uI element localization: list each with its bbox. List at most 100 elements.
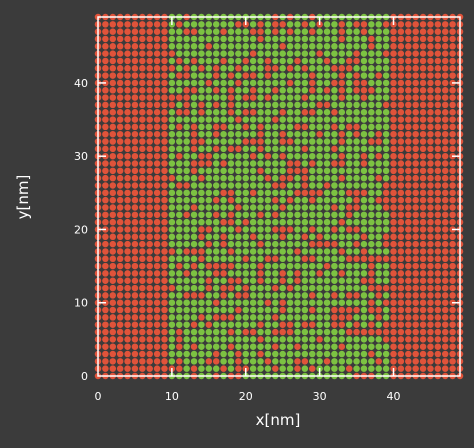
data-point-red (146, 328, 153, 336)
data-point-green (183, 321, 190, 328)
data-point-green (345, 138, 353, 145)
data-point-green (323, 292, 331, 299)
data-point-red (153, 79, 161, 87)
data-point-green (198, 189, 205, 197)
x-tick-label: 40 (387, 390, 401, 403)
data-point-red (146, 28, 153, 35)
data-point-red (382, 196, 390, 204)
data-point-green (316, 350, 323, 358)
data-point-red (146, 189, 153, 197)
data-point-green (316, 182, 323, 189)
data-point-green (338, 123, 346, 131)
data-point-red (390, 101, 397, 109)
data-point-green (375, 321, 382, 328)
data-point-green (242, 248, 250, 255)
data-point-red (375, 130, 382, 138)
data-point-green (323, 123, 331, 131)
data-point-red (109, 321, 117, 328)
data-point-red (449, 336, 456, 343)
data-point-red (419, 270, 427, 277)
data-point-red (434, 87, 442, 94)
data-point-red (360, 255, 368, 263)
data-point-green (249, 174, 257, 182)
data-point-green (279, 189, 286, 197)
data-point-green (183, 123, 190, 131)
data-point-green (176, 189, 183, 197)
data-point-red (116, 145, 124, 153)
data-point-red (116, 218, 124, 226)
data-point-red (294, 123, 301, 131)
data-point-green (338, 50, 346, 57)
data-point-red (109, 211, 117, 219)
data-point-red (161, 94, 168, 101)
data-point-red (153, 94, 161, 101)
data-point-green (212, 138, 220, 145)
data-point-green (183, 43, 190, 50)
data-point-green (375, 94, 382, 101)
data-point-red (235, 358, 242, 365)
data-point-red (161, 365, 168, 372)
data-point-green (205, 50, 213, 57)
data-point-green (272, 336, 279, 343)
data-point-red (441, 72, 449, 79)
data-point-red (161, 321, 168, 328)
data-point-red (427, 314, 434, 321)
data-point-green (242, 343, 250, 350)
data-point-green (286, 35, 294, 43)
data-point-red (368, 43, 375, 50)
data-point-red (131, 72, 139, 79)
data-point-green (176, 196, 183, 204)
data-point-red (331, 321, 338, 328)
data-point-green (257, 50, 264, 57)
data-point-green (308, 138, 316, 145)
data-point-green (205, 57, 213, 65)
data-point-red (441, 365, 449, 372)
data-point-green (212, 189, 220, 197)
data-point-green (235, 57, 242, 65)
data-point-green (257, 299, 264, 306)
data-point-red (161, 189, 168, 197)
data-point-green (323, 72, 331, 79)
data-point-red (116, 292, 124, 299)
data-point-red (249, 328, 257, 336)
data-point-red (301, 65, 309, 72)
data-point-green (279, 79, 286, 87)
data-point-green (375, 167, 382, 175)
data-point-red (249, 50, 257, 57)
data-point-red (109, 358, 117, 365)
data-point-red (412, 65, 419, 72)
data-point-green (331, 299, 338, 306)
data-point-red (109, 101, 117, 109)
data-point-red (375, 306, 382, 314)
data-point-red (390, 277, 397, 285)
data-point-red (449, 43, 456, 50)
data-point-red (427, 43, 434, 50)
data-point-red (382, 321, 390, 328)
data-point-red (434, 50, 442, 57)
data-point-red (131, 211, 139, 219)
data-point-red (441, 152, 449, 160)
data-point-red (146, 218, 153, 226)
data-point-red (390, 336, 397, 343)
data-point-green (301, 211, 309, 219)
data-point-red (397, 233, 405, 241)
data-point-red (198, 108, 205, 116)
data-point-red (419, 101, 427, 109)
data-point-green (308, 358, 316, 365)
data-point-green (257, 152, 264, 160)
data-point-red (116, 336, 124, 343)
data-point-red (227, 343, 235, 350)
data-point-red (264, 152, 272, 160)
data-point-green (353, 108, 360, 116)
data-point-red (139, 277, 146, 285)
data-point-red (102, 218, 109, 226)
data-point-red (419, 196, 427, 204)
data-point-red (131, 328, 139, 336)
data-point-red (212, 211, 220, 219)
data-point-green (176, 87, 183, 94)
data-point-red (124, 167, 131, 175)
data-point-red (139, 50, 146, 57)
data-point-red (161, 152, 168, 160)
data-point-red (102, 262, 109, 270)
data-point-green (220, 21, 227, 28)
